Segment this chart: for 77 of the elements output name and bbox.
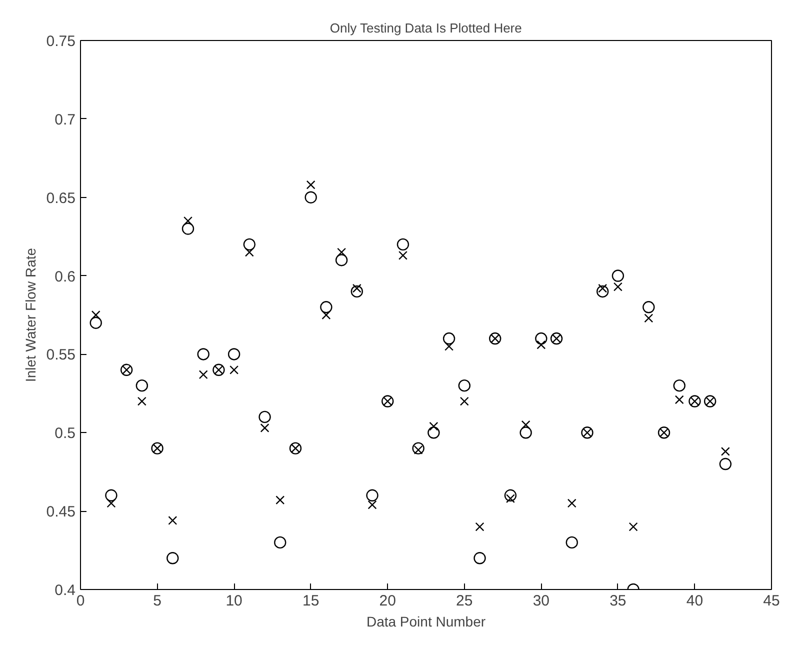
point xyxy=(306,180,316,190)
point xyxy=(260,423,270,432)
point xyxy=(613,282,622,292)
point xyxy=(368,500,377,510)
point xyxy=(612,270,624,282)
point xyxy=(628,522,638,532)
x-tick-label: 20 xyxy=(379,592,396,610)
point xyxy=(398,250,408,260)
point xyxy=(228,348,240,360)
y-axis-title: Inlet Water Flow Rate xyxy=(22,248,38,382)
point xyxy=(337,248,346,257)
y-tick-label: 0.7 xyxy=(54,111,76,128)
point xyxy=(230,365,239,374)
y-tick-label: 0.45 xyxy=(46,504,76,521)
point xyxy=(644,314,654,323)
point xyxy=(673,379,686,392)
point xyxy=(350,285,363,298)
y-tick-label: 0.5 xyxy=(54,425,76,442)
y-tick-label: 0.65 xyxy=(46,190,76,207)
x-tick-label: 35 xyxy=(610,592,626,610)
point xyxy=(412,442,424,454)
point xyxy=(90,316,102,329)
x-tick-label: 0 xyxy=(76,592,85,610)
point xyxy=(458,379,470,392)
point xyxy=(322,310,331,320)
point xyxy=(642,301,655,314)
x-axis-title: Data Point Number xyxy=(366,614,486,630)
y-tick-label: 0.75 xyxy=(46,33,76,50)
point xyxy=(320,301,332,314)
point xyxy=(535,332,548,345)
x-tick-label: 25 xyxy=(456,592,473,610)
point xyxy=(276,496,285,505)
point xyxy=(366,489,378,502)
point xyxy=(137,396,146,406)
point xyxy=(444,342,454,351)
point xyxy=(596,285,609,298)
x-tick-label: 45 xyxy=(763,592,780,610)
y-tick-label: 0.6 xyxy=(54,268,76,286)
point xyxy=(396,238,410,251)
point xyxy=(335,254,348,266)
y-tick-label: 0.55 xyxy=(46,346,76,364)
point xyxy=(182,222,194,235)
point xyxy=(166,552,179,564)
point xyxy=(106,498,116,508)
point xyxy=(520,426,532,439)
point xyxy=(474,552,486,564)
point xyxy=(719,458,732,470)
point xyxy=(536,340,546,350)
x-tick-label: 15 xyxy=(302,592,320,610)
point xyxy=(168,516,178,525)
point xyxy=(274,536,286,549)
point xyxy=(304,191,317,204)
point xyxy=(521,420,530,430)
point xyxy=(720,446,730,456)
point xyxy=(184,216,192,226)
x-tick-label: 10 xyxy=(226,592,242,610)
point xyxy=(198,370,208,380)
point xyxy=(475,522,484,532)
point xyxy=(674,395,684,404)
x-tick-label: 30 xyxy=(532,592,550,610)
point xyxy=(566,536,578,549)
point xyxy=(567,498,576,508)
point xyxy=(91,310,100,320)
point xyxy=(258,410,271,424)
point xyxy=(244,248,254,257)
point xyxy=(442,332,456,345)
point xyxy=(504,489,517,502)
point xyxy=(197,348,210,360)
point xyxy=(460,396,469,406)
point xyxy=(243,238,256,251)
point xyxy=(105,489,118,502)
point xyxy=(136,379,148,392)
x-tick-label: 40 xyxy=(686,592,704,610)
point xyxy=(414,445,423,454)
chart-title: Only Testing Data Is Plotted Here xyxy=(330,20,522,36)
x-tick-label: 5 xyxy=(153,592,162,610)
y-tick-label: 0.4 xyxy=(54,582,76,599)
